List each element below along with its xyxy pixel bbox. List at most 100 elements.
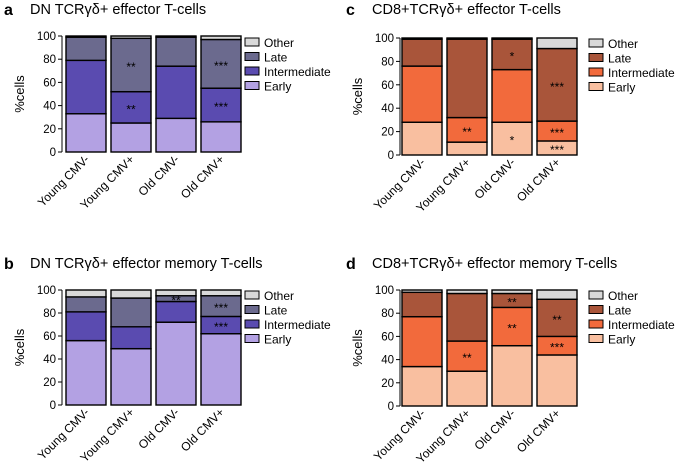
bar-segment-intermediate-1 <box>401 65 443 123</box>
bar-segment-late-3 <box>155 36 197 67</box>
bar-segment-late-2 <box>110 297 152 328</box>
bar-segment-intermediate-1 <box>401 315 443 368</box>
bar-segment-other-2 <box>446 289 488 295</box>
bar-segment-late-1 <box>401 291 443 318</box>
bar-segment-late-2 <box>446 292 488 342</box>
significance-marker: ** <box>507 322 517 336</box>
legend-swatch-early <box>588 82 604 91</box>
legend-swatch-intermediate <box>244 319 260 329</box>
legend-swatch-intermediate <box>588 67 604 77</box>
bar-segment-early-1 <box>65 113 107 153</box>
bar-segment-other-1 <box>65 35 107 38</box>
y-tick-label: 60 <box>381 80 394 92</box>
significance-marker: * <box>510 134 515 148</box>
bar-segment-other-1 <box>65 289 107 298</box>
bar-segment-other-4 <box>536 37 578 50</box>
significance-marker: *** <box>550 126 564 140</box>
y-tick-label: 60 <box>381 331 394 343</box>
chart-title: DN TCRγδ+ effector T-cells <box>30 2 206 18</box>
bar-segment-early-2 <box>446 370 488 407</box>
y-tick-label: 80 <box>381 56 394 68</box>
legend-label: Other <box>608 289 638 303</box>
chart-panel-a: a DN TCRγδ+ effector T-cells %cells 0 20 40 60… <box>4 2 331 212</box>
legend-swatch-intermediate <box>244 66 260 76</box>
significance-marker: *** <box>214 100 228 114</box>
y-axis-label: %cells <box>350 77 365 115</box>
chart-title: DN TCRγδ+ effector memory T-cells <box>30 256 262 272</box>
y-tick-label: 0 <box>388 401 394 413</box>
bar-segment-early-4 <box>536 354 578 407</box>
y-tick-label: 0 <box>50 400 56 412</box>
bar-segment-late-4 <box>200 38 242 89</box>
y-tick-label: 20 <box>43 124 56 136</box>
y-tick-label: 100 <box>37 285 56 297</box>
bar-segment-late-2 <box>446 38 488 119</box>
y-axis-label: %cells <box>12 328 27 366</box>
y-tick-label: 60 <box>43 331 56 343</box>
legend-label: Late <box>264 304 288 318</box>
legend-swatch-early <box>244 334 260 343</box>
panel-letter: d <box>346 256 356 273</box>
panel-letter: c <box>346 2 355 19</box>
legend-label: Other <box>264 36 294 50</box>
legend-swatch-intermediate <box>588 319 604 329</box>
bar-segment-intermediate-1 <box>65 59 107 115</box>
legend-label: Early <box>608 81 635 95</box>
y-tick-label: 100 <box>375 285 394 297</box>
x-tick-label: Old CMV+ <box>514 155 563 204</box>
bar-segment-intermediate-3 <box>155 65 197 120</box>
legend-label: Late <box>608 52 632 66</box>
y-tick-label: 40 <box>43 101 56 113</box>
x-tick-label: Old CMV+ <box>178 405 227 454</box>
bar-segment-early-1 <box>401 121 443 156</box>
x-tick-label: Old CMV- <box>135 405 182 452</box>
significance-marker: *** <box>550 143 564 157</box>
bar-segment-early-3 <box>491 121 533 156</box>
bar-segment-intermediate-4 <box>200 87 242 123</box>
legend-label: Intermediate <box>608 66 675 80</box>
bar-segment-other-4 <box>536 289 578 300</box>
y-tick-label: 80 <box>43 54 56 66</box>
bar-segment-early-2 <box>110 122 152 153</box>
significance-marker: ** <box>462 125 472 139</box>
chart-panel-c: c CD8+TCRγδ+ effector T-cells %cells 0 20 40 6… <box>346 2 675 215</box>
legend-swatch-late <box>244 52 260 61</box>
y-tick-label: 100 <box>37 31 56 43</box>
legend-swatch-late <box>244 305 260 314</box>
significance-marker: ** <box>507 295 517 309</box>
legend-label: Intermediate <box>264 65 331 79</box>
y-tick-label: 80 <box>43 308 56 320</box>
legend-swatch-other <box>244 37 260 47</box>
bar-segment-late-4 <box>536 298 578 338</box>
legend-label: Intermediate <box>264 318 331 332</box>
significance-marker: ** <box>552 313 562 327</box>
bar-segment-other-3 <box>491 37 533 40</box>
legend-swatch-other <box>244 290 260 300</box>
bar-segment-intermediate-2 <box>110 326 152 350</box>
significance-marker: ** <box>171 294 181 308</box>
y-tick-label: 20 <box>381 378 394 390</box>
legend-swatch-other <box>588 290 604 300</box>
bar-segment-early-1 <box>401 365 443 407</box>
bar-segment-early-3 <box>155 117 197 153</box>
bar-segment-late-4 <box>536 47 578 122</box>
y-axis-label: %cells <box>12 75 27 113</box>
significance-marker: *** <box>550 80 564 94</box>
significance-marker: * <box>510 49 515 63</box>
legend-swatch-late <box>588 305 604 314</box>
bar-segment-early-3 <box>491 344 533 407</box>
bar-segment-other-2 <box>446 37 488 40</box>
panel-letter: b <box>4 256 14 273</box>
significance-marker: ** <box>126 60 136 74</box>
significance-marker: *** <box>214 59 228 73</box>
y-tick-label: 20 <box>381 127 394 139</box>
bar-segment-intermediate-1 <box>65 311 107 342</box>
y-tick-label: 40 <box>43 354 56 366</box>
y-tick-label: 0 <box>50 147 56 159</box>
bar-segment-late-1 <box>65 296 107 313</box>
legend-label: Late <box>608 304 632 318</box>
legend-label: Other <box>608 37 638 51</box>
significance-marker: *** <box>214 320 228 334</box>
legend-label: Early <box>264 333 291 347</box>
bar-segment-other-1 <box>401 289 443 294</box>
